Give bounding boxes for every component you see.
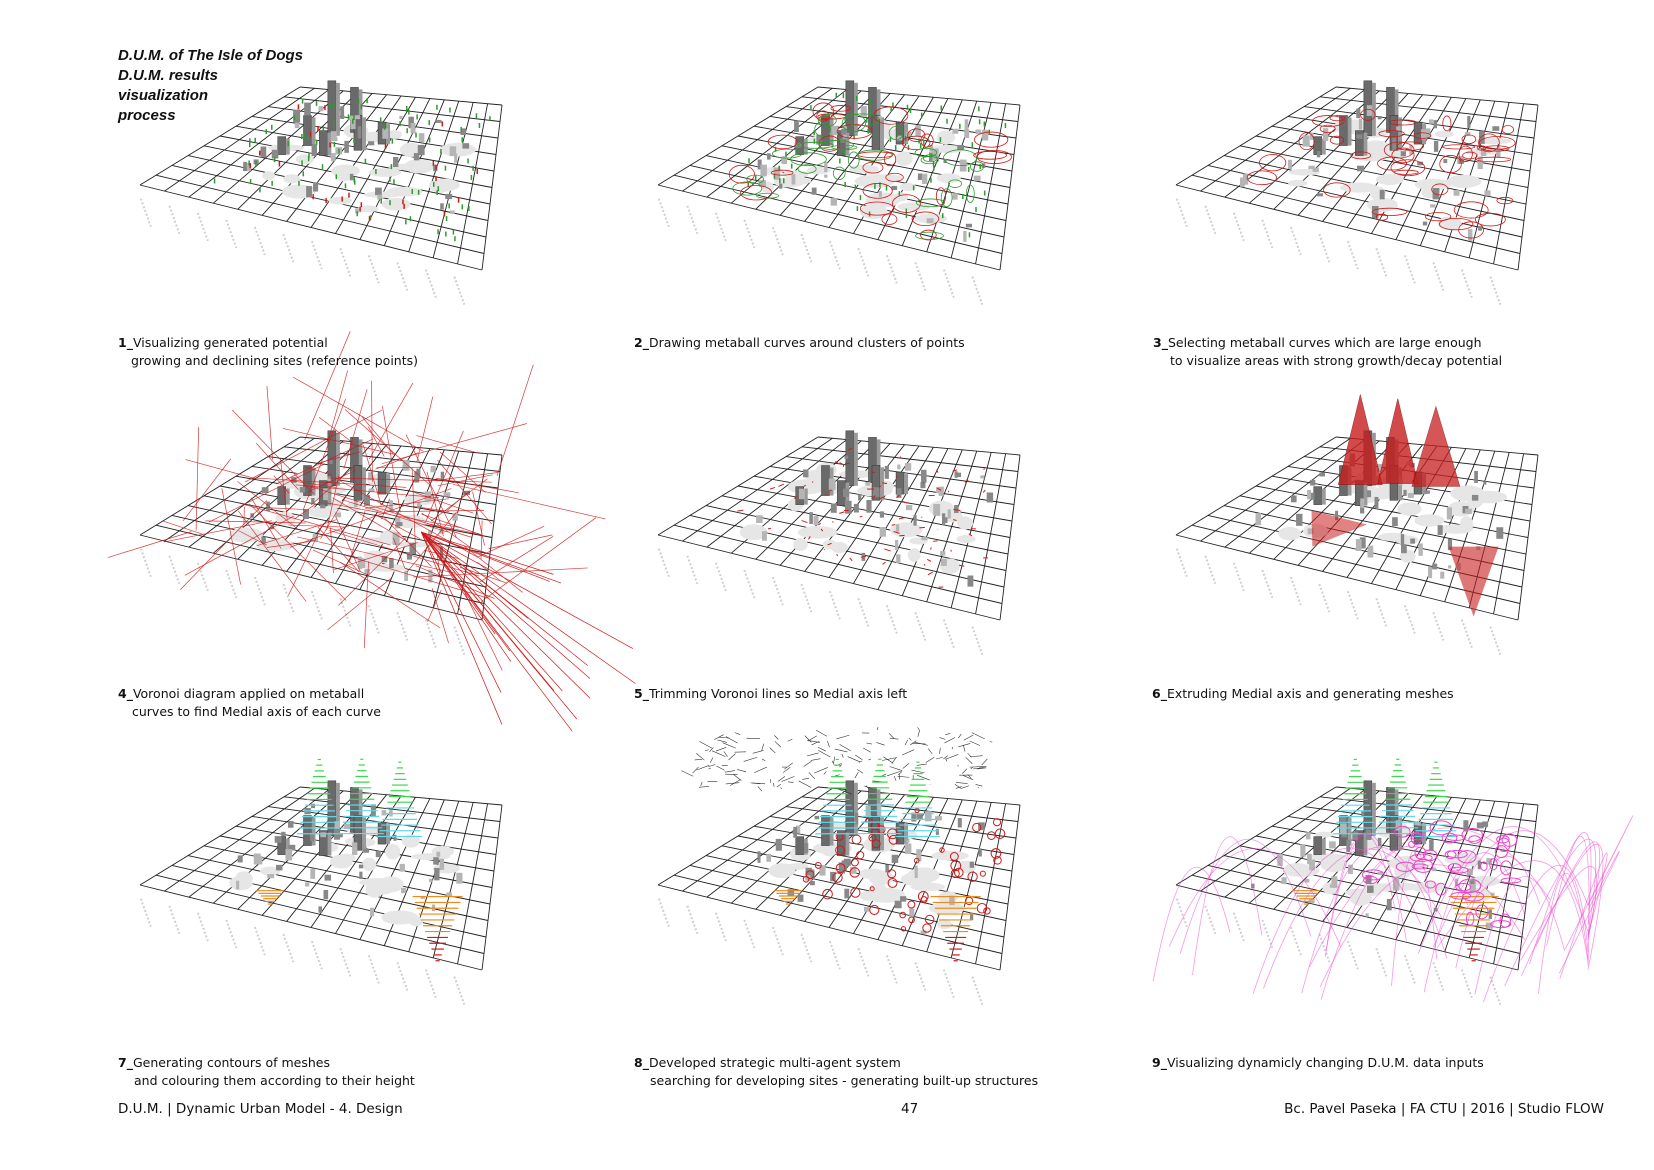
title-line-1: D.U.M. of The Isle of Dogs xyxy=(118,47,304,64)
extruded-meshes xyxy=(1311,394,1499,617)
step-9-caption: 9_Visualizing dynamicly changing D.U.M. … xyxy=(1152,1054,1484,1072)
medial-axis-lines xyxy=(737,447,988,588)
metaball-curves xyxy=(1246,108,1516,239)
step-8-caption: 8_Developed strategic multi-agent system… xyxy=(634,1054,1038,1090)
building-cluster xyxy=(739,430,994,587)
step-number: 6_ xyxy=(1152,686,1167,701)
mesh-contours xyxy=(1292,758,1499,962)
step-4-caption: 4_Voronoi diagram applied on metaball cu… xyxy=(118,685,381,721)
title-line-2: D.U.M. results xyxy=(118,67,219,84)
step-number: 4_ xyxy=(118,686,133,701)
building-cluster xyxy=(229,780,463,927)
caption-line-2: and colouring them according to their he… xyxy=(134,1073,415,1088)
step-number: 7_ xyxy=(118,1055,133,1070)
reference-points xyxy=(249,104,478,222)
diagram-svg xyxy=(657,80,1021,305)
step-4-visualization xyxy=(107,331,636,765)
step-8-visualization xyxy=(630,727,1150,1115)
step-number: 5_ xyxy=(634,686,649,701)
title-line-4: process xyxy=(118,107,176,124)
step-6-visualization xyxy=(1148,394,1654,765)
building-cluster xyxy=(757,80,989,242)
building-cluster xyxy=(1239,80,1512,241)
step-5-caption: 5_Trimming Voronoi lines so Medial axis … xyxy=(634,685,907,703)
step-number: 3_ xyxy=(1153,335,1168,350)
grid-plane xyxy=(139,786,503,1005)
step-3-caption: 3_Selecting metaball curves which are la… xyxy=(1153,334,1502,370)
grid-plane xyxy=(139,436,503,655)
building-cluster xyxy=(1251,780,1501,929)
title-line-3: visualization xyxy=(118,87,209,104)
mesh-contours xyxy=(256,758,463,962)
footer-right: Bc. Pavel Paseka | FA CTU | 2016 | Studi… xyxy=(1284,1101,1604,1117)
step-1-visualization xyxy=(112,75,632,415)
diagram-svg xyxy=(1175,394,1539,655)
caption-line-1: Voronoi diagram applied on metaball xyxy=(132,686,365,701)
diagram-svg xyxy=(657,727,1021,1005)
building-cluster xyxy=(243,80,476,214)
diagram-svg xyxy=(107,331,636,732)
step-2-caption: 2_Drawing metaball curves around cluster… xyxy=(634,334,965,352)
caption-line-1: Extruding Medial axis and generating mes… xyxy=(1166,686,1454,701)
grid-plane xyxy=(139,86,503,305)
page-number: 47 xyxy=(901,1101,919,1117)
caption-line-2: searching for developing sites - generat… xyxy=(650,1073,1039,1088)
document-title: D.U.M. of The Isle of Dogs D.U.M. result… xyxy=(118,46,378,126)
mesh-contours xyxy=(774,758,981,962)
caption-line-1: Developed strategic multi-agent system xyxy=(648,1055,901,1070)
reference-points xyxy=(747,92,1007,238)
caption-line-1: Selecting metaball curves which are larg… xyxy=(1167,335,1482,350)
diagram-svg xyxy=(139,758,503,1005)
caption-line-1: Visualizing generated potential xyxy=(132,335,328,350)
diagram-svg xyxy=(657,430,1021,655)
reference-points xyxy=(213,98,491,242)
agent-network xyxy=(681,727,1006,933)
step-6-caption: 6_Extruding Medial axis and generating m… xyxy=(1152,685,1454,703)
step-1-caption: 1_Visualizing generated potential growin… xyxy=(118,334,418,370)
caption-line-1: Generating contours of meshes xyxy=(132,1055,331,1070)
diagram-svg xyxy=(139,80,503,305)
caption-line-1: Visualizing dynamicly changing D.U.M. da… xyxy=(1166,1055,1484,1070)
caption-line-1: Drawing metaball curves around clusters … xyxy=(648,335,965,350)
step-number: 1_ xyxy=(118,335,133,350)
grid-plane xyxy=(657,786,1021,1005)
step-9-visualization xyxy=(1148,758,1654,1115)
step-7-visualization xyxy=(112,758,632,1115)
step-number: 2_ xyxy=(634,335,649,350)
footer-left: D.U.M. | Dynamic Urban Model - 4. Design xyxy=(118,1101,403,1117)
caption-line-2: growing and declining sites (reference p… xyxy=(131,353,418,368)
grid-plane xyxy=(1175,86,1539,305)
step-3-visualization xyxy=(1148,75,1654,415)
diagram-svg xyxy=(1175,80,1539,305)
caption-line-2: curves to find Medial axis of each curve xyxy=(132,704,381,719)
step-5-visualization xyxy=(630,425,1150,765)
caption-line-2: to visualize areas with strong growth/de… xyxy=(1170,353,1503,368)
metaball-curves xyxy=(728,102,1012,241)
data-input-arcs xyxy=(1152,815,1634,1003)
step-2-visualization xyxy=(630,75,1150,415)
voronoi-lines xyxy=(107,331,636,732)
caption-line-1: Trimming Voronoi lines so Medial axis le… xyxy=(648,686,908,701)
step-7-caption: 7_Generating contours of meshes and colo… xyxy=(118,1054,415,1090)
step-number: 8_ xyxy=(634,1055,649,1070)
diagram-svg xyxy=(1152,758,1634,1005)
step-number: 9_ xyxy=(1152,1055,1167,1070)
